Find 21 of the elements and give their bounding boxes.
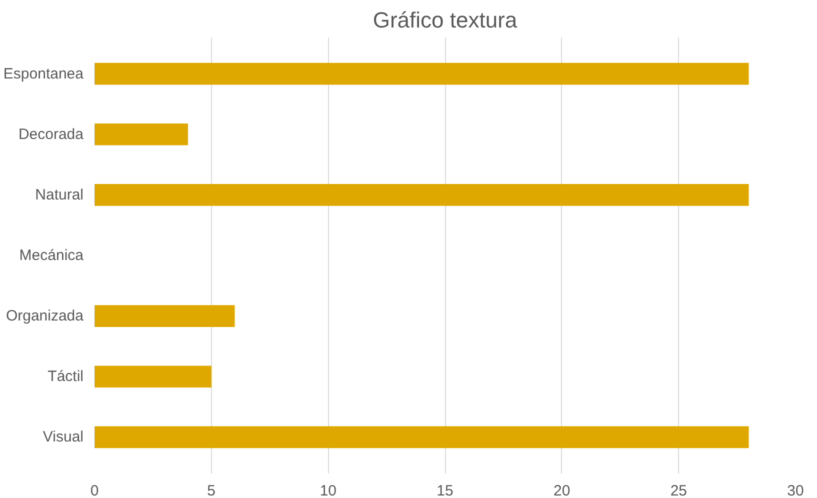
x-tick-label: 5 <box>207 482 216 498</box>
bar <box>94 305 235 327</box>
bar <box>94 184 749 206</box>
y-tick-label: Natural <box>35 186 84 204</box>
x-tick-label: 0 <box>90 482 99 498</box>
y-tick-label: Decorada <box>18 126 84 143</box>
y-tick-label: Espontanea <box>3 65 84 82</box>
chart-title: Gráfico textura <box>372 8 518 32</box>
x-tick-label: 30 <box>787 482 804 498</box>
x-tick-label: 20 <box>553 482 570 498</box>
bar <box>94 123 188 146</box>
y-tick-label: Organizada <box>6 308 84 325</box>
y-tick-label: Táctil <box>48 368 84 386</box>
x-tick-label: 10 <box>320 482 337 498</box>
x-tick-label: 15 <box>436 482 454 498</box>
bar <box>94 366 212 388</box>
x-tick-label: 25 <box>670 482 688 498</box>
bar <box>94 426 749 448</box>
y-tick-label: Visual <box>42 428 84 446</box>
y-tick-label: Mecánica <box>19 247 84 264</box>
bar <box>94 62 749 85</box>
